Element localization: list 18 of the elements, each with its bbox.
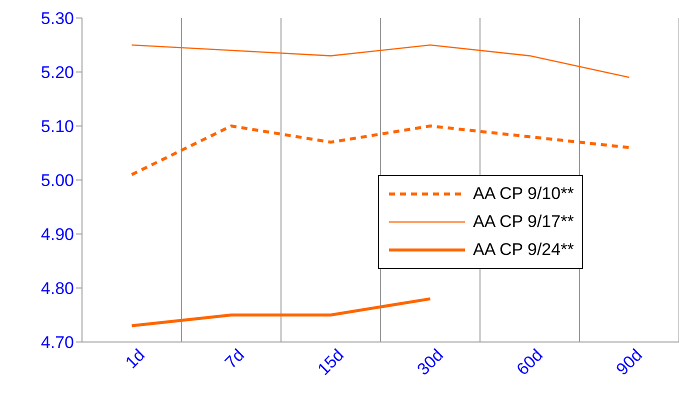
legend-label: AA CP 9/10** bbox=[473, 184, 574, 204]
y-tick-label: 5.00 bbox=[40, 171, 74, 190]
x-tick-label: 1d bbox=[122, 345, 149, 372]
legend-label: AA CP 9/17** bbox=[473, 212, 574, 232]
y-tick-label: 5.30 bbox=[40, 9, 74, 28]
y-tick-label: 5.10 bbox=[40, 117, 74, 136]
x-tick-label: 30d bbox=[414, 345, 448, 379]
y-tick-label: 5.20 bbox=[40, 63, 74, 82]
line-series bbox=[130, 124, 631, 176]
y-tick-label: 4.70 bbox=[40, 333, 74, 352]
line-series bbox=[131, 44, 630, 78]
x-tick-label: 15d bbox=[314, 345, 348, 379]
x-tick-label: 60d bbox=[513, 345, 547, 379]
y-tick-label: 4.90 bbox=[40, 225, 74, 244]
x-tick-label: 7d bbox=[221, 345, 248, 372]
x-tick-label: 90d bbox=[612, 345, 646, 379]
legend-label: AA CP 9/24** bbox=[473, 240, 574, 260]
y-tick-label: 4.80 bbox=[40, 279, 74, 298]
